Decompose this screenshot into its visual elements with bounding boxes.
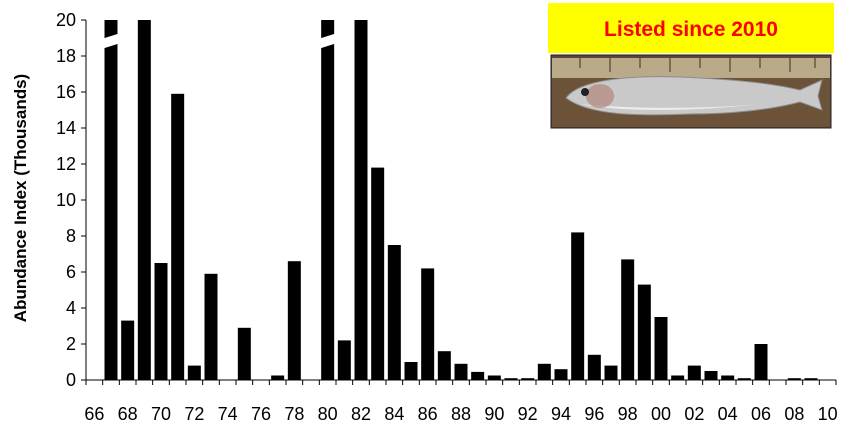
- bar-98: [621, 259, 635, 380]
- bar-96: [587, 354, 601, 380]
- axis-break-80: [318, 33, 338, 49]
- bar-94: [554, 369, 568, 380]
- x-tick-label: 86: [418, 404, 438, 424]
- x-tick-label: 96: [584, 404, 604, 424]
- bar-85: [404, 362, 418, 380]
- bar-00: [654, 317, 668, 380]
- x-tick-label: 00: [651, 404, 671, 424]
- x-tick-label: 66: [84, 404, 104, 424]
- fish-belly-icon: [580, 104, 760, 110]
- bars: [104, 20, 818, 381]
- y-axis-label-group: Abundance Index (Thousands): [11, 74, 30, 322]
- bar-70: [154, 263, 168, 380]
- badge-text: Listed since 2010: [604, 18, 778, 41]
- bar-80: [321, 20, 335, 380]
- bar-09: [804, 378, 818, 380]
- bar-72: [187, 365, 201, 380]
- x-tick-label: 82: [351, 404, 371, 424]
- bar-84: [387, 245, 401, 380]
- y-tick-labels: 0 2 4 6 8 10 12 14 16 18 20: [56, 10, 76, 390]
- y-tick-label: 8: [66, 226, 76, 246]
- y-axis-label: Abundance Index (Thousands): [11, 74, 30, 322]
- axis-breaks: [101, 33, 338, 49]
- listed-badge: Listed since 2010: [548, 3, 834, 53]
- y-tick-label: 20: [56, 10, 76, 30]
- bar-06: [754, 344, 768, 380]
- bar-99: [637, 284, 651, 380]
- y-tick-label: 18: [56, 46, 76, 66]
- bar-77: [271, 375, 285, 380]
- bar-73: [204, 273, 218, 380]
- bar-71: [171, 93, 185, 381]
- bar-86: [421, 268, 435, 380]
- bar-05: [737, 378, 751, 380]
- y-tick-label: 2: [66, 334, 76, 354]
- bar-75: [237, 327, 251, 380]
- bar-04: [721, 375, 735, 380]
- bar-91: [504, 378, 518, 380]
- bar-69: [137, 20, 151, 380]
- bar-89: [471, 371, 485, 380]
- y-tick-label: 12: [56, 154, 76, 174]
- bar-67: [104, 20, 118, 380]
- x-tick-label: 08: [784, 404, 804, 424]
- y-tick-label: 6: [66, 262, 76, 282]
- bar-68: [121, 320, 135, 380]
- bar-88: [454, 363, 468, 380]
- x-tick-label: 06: [751, 404, 771, 424]
- bar-01: [671, 375, 685, 380]
- bar-92: [521, 378, 535, 380]
- x-tick-label: 72: [184, 404, 204, 424]
- x-tick-label: 10: [818, 404, 838, 424]
- ruler-marks: [579, 58, 816, 72]
- bar-87: [437, 351, 451, 380]
- y-tick-label: 4: [66, 298, 76, 318]
- axis-break-67: [101, 33, 121, 49]
- y-tick-label: 16: [56, 82, 76, 102]
- x-tick-marks: [85, 380, 837, 385]
- badge-background: [548, 3, 834, 53]
- x-tick-label: 92: [518, 404, 538, 424]
- fish-gill-icon: [586, 84, 614, 108]
- y-tick-label: 0: [66, 370, 76, 390]
- y-tick-label: 10: [56, 190, 76, 210]
- y-tick-marks: [81, 19, 86, 381]
- bar-81: [337, 340, 351, 380]
- x-tick-label: 84: [384, 404, 404, 424]
- x-tick-label: 98: [618, 404, 638, 424]
- x-tick-label: 80: [318, 404, 338, 424]
- bar-83: [371, 167, 385, 380]
- bar-93: [537, 363, 551, 380]
- bar-08: [787, 378, 801, 380]
- x-tick-labels: 66 68 70 72 74 76 78 80 82 84 86 88 90 92 94 96 98 00 02 04…: [84, 404, 837, 424]
- fish-body-icon: [565, 76, 823, 116]
- bar-97: [604, 365, 618, 380]
- bar-95: [571, 232, 585, 380]
- x-tick-label: 76: [251, 404, 271, 424]
- fish-eye-icon: [581, 88, 589, 96]
- x-tick-label: 74: [218, 404, 238, 424]
- bar-78: [287, 261, 301, 380]
- bar-03: [704, 371, 718, 380]
- x-tick-label: 04: [718, 404, 738, 424]
- x-tick-label: 94: [551, 404, 571, 424]
- x-tick-label: 68: [118, 404, 138, 424]
- bar-90: [487, 375, 501, 380]
- bar-82: [354, 20, 368, 380]
- bar-02: [687, 365, 701, 380]
- y-tick-label: 14: [56, 118, 76, 138]
- species-photo: [550, 54, 832, 129]
- x-tick-label: 70: [151, 404, 171, 424]
- x-tick-label: 88: [451, 404, 471, 424]
- x-tick-label: 02: [684, 404, 704, 424]
- x-tick-label: 78: [284, 404, 304, 424]
- ruler-strip: [552, 58, 830, 78]
- x-tick-label: 90: [484, 404, 504, 424]
